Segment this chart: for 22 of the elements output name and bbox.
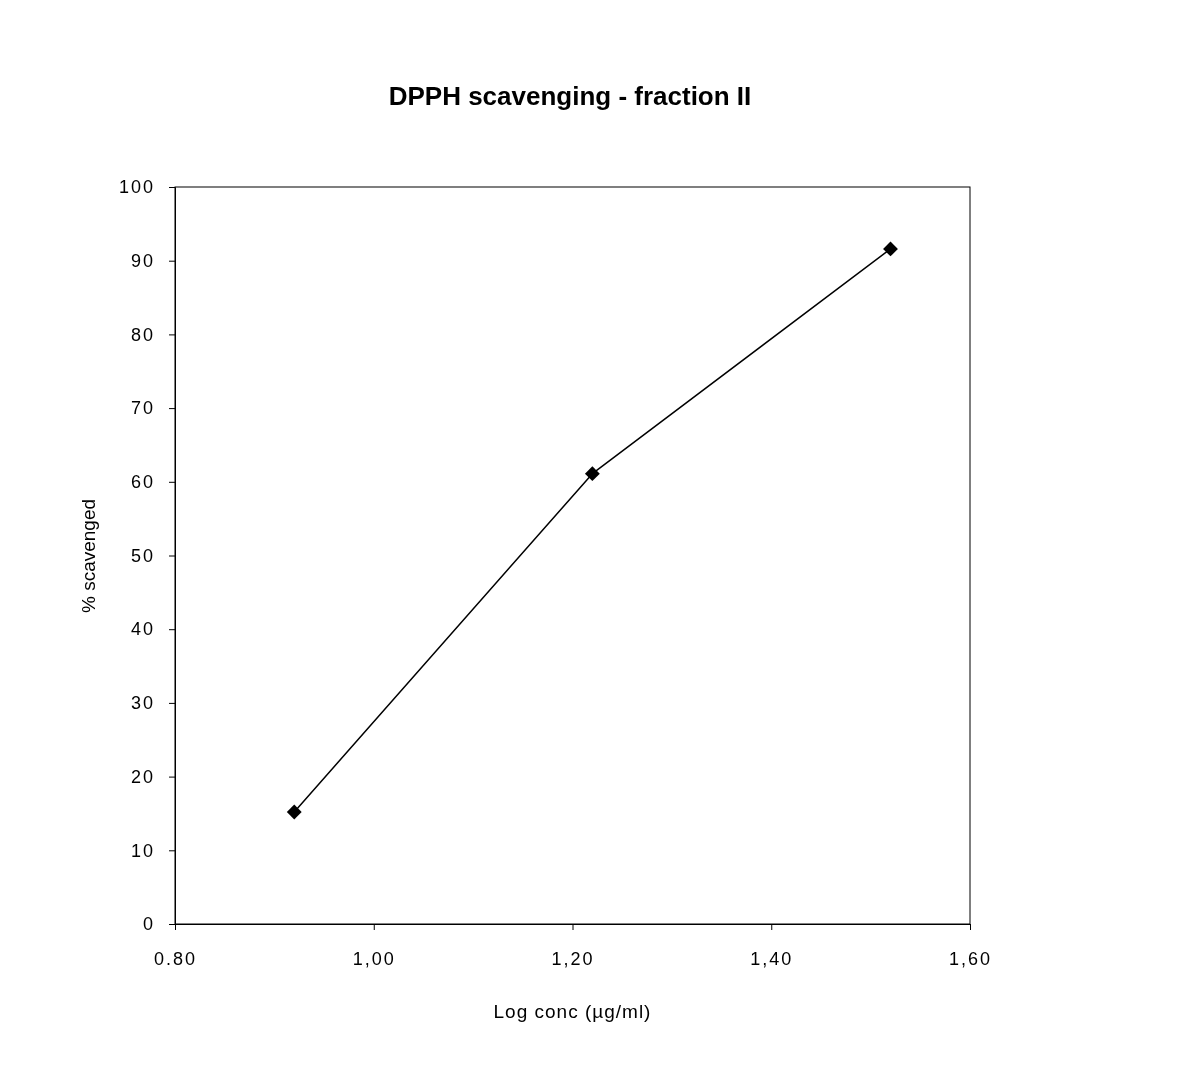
point: [286, 804, 302, 820]
y-tick-label: 70: [130, 398, 155, 419]
y-tick-label: 20: [130, 766, 155, 787]
x-tick-label: 1,60: [948, 948, 993, 969]
y-tick-label: 80: [130, 324, 155, 345]
point: [584, 466, 600, 482]
y-tick-label: 50: [130, 545, 155, 566]
x-axis-title: Log conc (µg/ml): [493, 1001, 652, 1022]
y-tick-label: 0: [142, 914, 155, 935]
y-tick-label: 60: [130, 472, 155, 493]
y-tick-label: 90: [130, 250, 155, 271]
x-tick-label: 1,00: [352, 948, 396, 969]
chart-title: DPPH scavenging - fraction II: [388, 81, 752, 111]
y-tick-label: 30: [130, 693, 155, 714]
point: [883, 241, 898, 257]
x-tick-label: 1,20: [551, 948, 595, 969]
y-axis-title: % scavenged: [78, 498, 99, 614]
x-tick-label: 1,40: [750, 948, 794, 969]
y-tick-label: 10: [130, 840, 155, 861]
y-tick-label: 100: [118, 177, 155, 198]
x-tick-label: 0.80: [153, 948, 198, 969]
y-tick-label: 40: [130, 619, 155, 640]
